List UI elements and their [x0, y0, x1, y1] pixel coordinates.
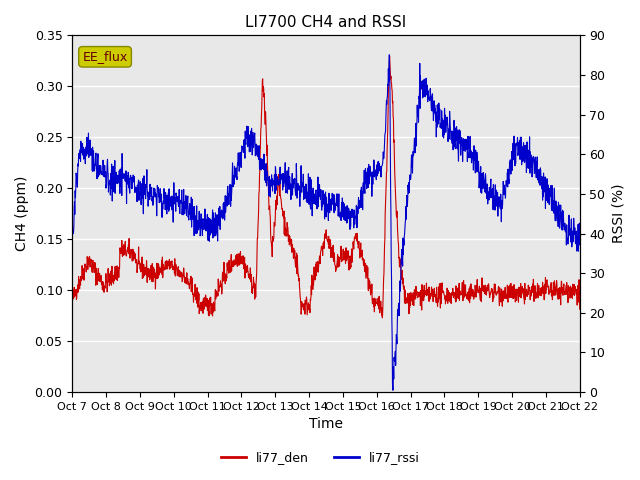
li77_rssi [68, 216, 76, 221]
X-axis label: Time: Time [309, 418, 343, 432]
Title: LI7700 CH4 and RSSI: LI7700 CH4 and RSSI [245, 15, 406, 30]
Y-axis label: RSSI (%): RSSI (%) [611, 184, 625, 243]
Legend: li77_den, li77_rssi: li77_den, li77_rssi [216, 446, 424, 469]
li77_den [328, 250, 336, 255]
Line: li77_den: li77_den [72, 56, 580, 318]
li77_rssi [385, 52, 393, 58]
li77_den [159, 265, 167, 271]
li77_den [576, 306, 584, 312]
li77_den [378, 315, 386, 321]
li77_rssi [419, 95, 426, 101]
Line: li77_rssi: li77_rssi [72, 55, 580, 390]
li77_den [68, 295, 76, 301]
li77_rssi [78, 143, 86, 149]
li77_den [298, 299, 305, 305]
li77_den [386, 53, 394, 59]
li77_rssi [328, 198, 336, 204]
li77_rssi [576, 242, 584, 248]
Text: EE_flux: EE_flux [83, 50, 127, 63]
li77_den [544, 282, 552, 288]
li77_rssi [389, 387, 397, 393]
li77_rssi [544, 200, 552, 205]
li77_rssi [159, 201, 167, 206]
Y-axis label: CH4 (ppm): CH4 (ppm) [15, 176, 29, 252]
li77_rssi [298, 189, 305, 195]
li77_den [78, 276, 86, 282]
li77_den [419, 287, 426, 292]
